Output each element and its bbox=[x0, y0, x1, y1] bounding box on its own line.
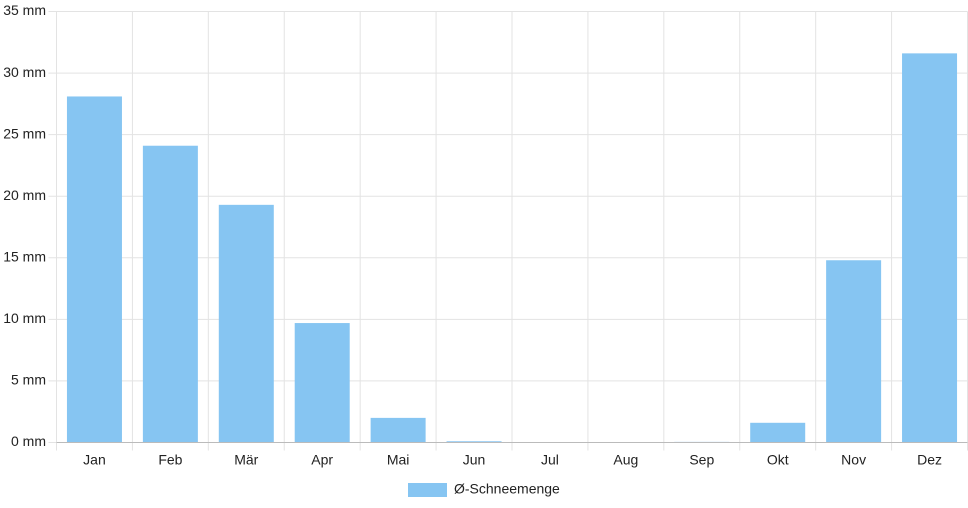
y-tick-label: 20 mm bbox=[3, 187, 46, 203]
x-tick-label: Aug bbox=[613, 452, 638, 468]
bar bbox=[902, 53, 958, 443]
x-tick-label: Mär bbox=[234, 452, 258, 468]
y-tick-label: 0 mm bbox=[11, 433, 46, 449]
y-tick-label: 15 mm bbox=[3, 248, 46, 264]
y-tick-label: 5 mm bbox=[11, 372, 46, 388]
bar bbox=[142, 145, 198, 443]
x-tick-label: Jun bbox=[463, 452, 486, 468]
x-tick-label: Jul bbox=[541, 452, 559, 468]
legend-label: Ø-Schneemenge bbox=[454, 481, 560, 497]
legend-swatch bbox=[408, 483, 447, 497]
y-tick-label: 30 mm bbox=[3, 64, 46, 80]
x-tick-label: Sep bbox=[689, 452, 714, 468]
bar bbox=[750, 422, 806, 443]
x-tick-label: Jan bbox=[83, 452, 106, 468]
x-tick-label: Dez bbox=[917, 452, 942, 468]
x-tick-label: Okt bbox=[767, 452, 789, 468]
bar bbox=[446, 441, 502, 443]
bar bbox=[66, 96, 122, 443]
x-tick-label: Mai bbox=[387, 452, 410, 468]
y-tick-label: 35 mm bbox=[3, 2, 46, 18]
bar bbox=[218, 204, 274, 443]
y-tick-label: 10 mm bbox=[3, 310, 46, 326]
y-tick-label: 25 mm bbox=[3, 125, 46, 141]
x-tick-label: Nov bbox=[841, 452, 866, 468]
x-tick-label: Feb bbox=[158, 452, 182, 468]
x-tick-label: Apr bbox=[311, 452, 333, 468]
bar bbox=[370, 417, 426, 443]
bar bbox=[826, 260, 882, 443]
bar bbox=[294, 323, 350, 443]
